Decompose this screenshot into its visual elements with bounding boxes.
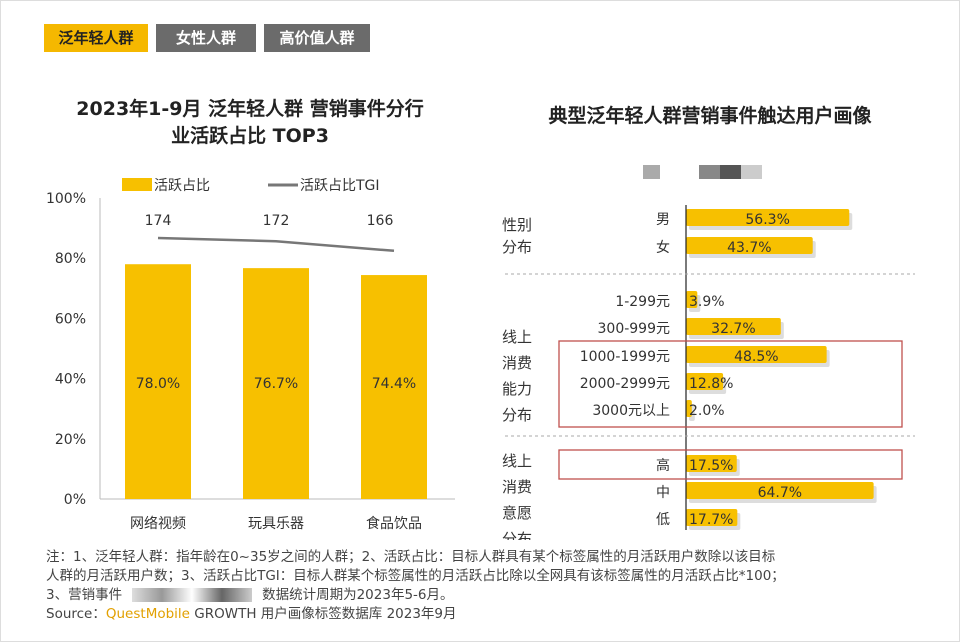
category-label: 低 [656,512,670,528]
bar-value-label: 17.5% [689,458,733,474]
bar [686,318,781,335]
group-label: 分布 [502,530,532,540]
bar-value-label: 17.7% [689,512,733,528]
bar-value-label: 43.7% [727,240,771,256]
tab-female[interactable]: 女性人群 [156,24,256,52]
bar [686,482,874,499]
right-chart-title: 典型泛年轻人群营销事件触达用户画像 [548,105,872,127]
bar [686,373,724,390]
bar-value-label: 12.8% [689,376,733,392]
group-label: 意愿 [502,504,532,522]
bar [243,268,309,499]
legend-swatch-bar [122,178,152,191]
note-line-2: 人群的月活跃用户数；3、活跃占比TGI：目标人群某个标签属性的月活跃占比除以全网… [46,568,785,584]
bar-value-label: 48.5% [734,349,778,365]
bar [686,509,738,526]
y-tick-label: 80% [55,251,86,267]
category-label: 高 [656,457,670,474]
tab-young[interactable]: 泛年轻人群 [44,24,148,52]
bar-value-label: 76.7% [254,376,298,392]
category-label: 女 [656,239,670,256]
x-tick-label: 食品饮品 [366,515,422,532]
left-chart-title: 2023年1-9月 泛年轻人群 营销事件分行 业活跃占比 TOP3 [40,96,460,150]
note-line-3a: 3、营销事件 [46,587,123,603]
tgi-line [157,236,395,253]
source-brand: QuestMobile [105,606,190,622]
tgi-label: 166 [367,213,394,229]
bar-value-label: 32.7% [711,321,755,337]
bar-value-label: 3.9% [689,294,725,310]
category-label: 3000元以上 [592,403,670,419]
y-tick-label: 40% [55,372,86,388]
bar-value-label: 64.7% [758,485,802,501]
group-label: 能力 [502,380,532,398]
group-label: 分布 [502,406,532,424]
footnote: 注：1、泛年轻人群：指年龄在0~35岁之间的人群；2、活跃占比：目标人群具有某个… [46,548,926,624]
blurred-text [132,588,253,602]
bar [686,455,737,472]
source-text: GROWTH 用户画像标签数据库 2023年9月 [189,606,457,622]
category-label: 男 [656,212,670,228]
legend-label-bar: 活跃占比 [154,178,210,194]
highlight-box [558,449,903,480]
x-tick-label: 网络视频 [130,516,186,532]
category-label: 1000-1999元 [580,349,670,365]
note-line-3b: 数据统计周期为2023年5-6月。 [262,587,454,603]
bar-value-label: 56.3% [745,212,789,228]
bar [686,209,850,226]
title-line-1: 2023年1-9月 泛年轻人群 营销事件分行 [76,98,424,120]
category-label: 300-999元 [598,321,671,337]
y-tick-label: 60% [55,311,86,327]
bar-value-label: 2.0% [689,403,725,419]
bar [686,237,813,254]
bar [361,275,427,499]
tgi-label: 172 [263,213,290,229]
category-label: 2000-2999元 [580,376,670,392]
y-tick-label: 20% [55,432,86,448]
y-tick-label: 0% [64,492,86,508]
y-tick-label: 100% [46,191,86,207]
highlight-box [558,340,903,428]
group-label: 分布 [502,238,532,256]
category-label: 1-299元 [615,294,670,310]
bar [686,400,692,417]
blurred-legend [643,165,783,179]
group-label: 消费 [502,354,532,372]
category-label: 中 [656,485,670,501]
bar [686,346,827,363]
group-label: 性别 [502,216,532,234]
title-line-2: 业活跃占比 TOP3 [171,125,329,147]
tgi-label: 174 [145,213,172,229]
bar-value-label: 78.0% [136,376,180,392]
left-bar-chart: 0% 20% 40% 60% 80% 100% 活跃占比 活跃占比TGI 78.0% 网络视频 17… [46,178,455,532]
group-label: 线上 [502,328,532,346]
source-label: Source： [46,606,106,622]
bar [686,291,698,308]
bar-value-label: 74.4% [372,376,416,392]
group-label: 线上 [502,452,532,470]
legend-label-line: 活跃占比TGI [300,178,380,194]
note-line-1: 注：1、泛年轻人群：指年龄在0~35岁之间的人群；2、活跃占比：目标人群具有某个… [46,549,776,565]
group-label: 消费 [502,478,532,496]
x-tick-label: 玩具乐器 [248,516,304,532]
tab-high-value[interactable]: 高价值人群 [264,24,370,52]
bar [125,264,191,499]
